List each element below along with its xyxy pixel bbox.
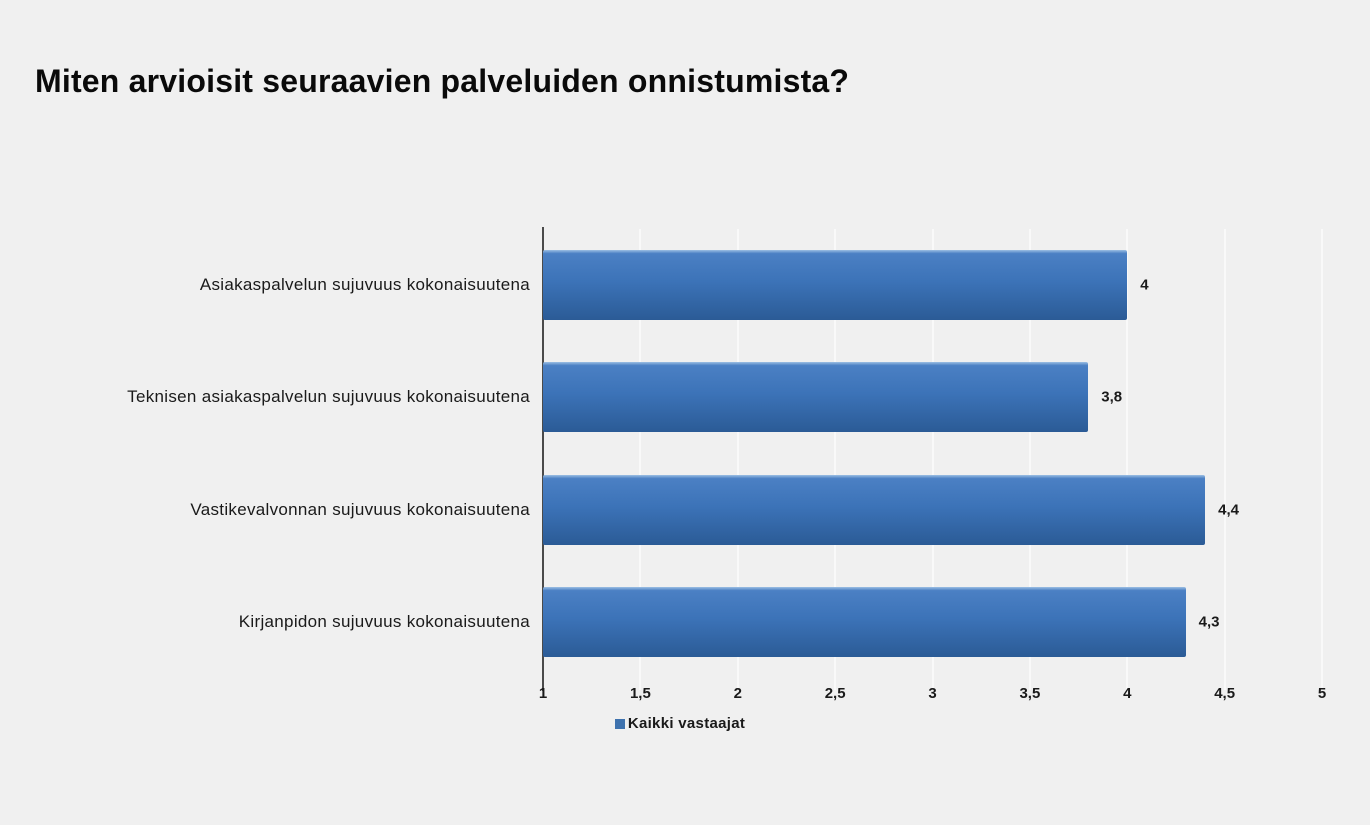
chart-title: Miten arvioisit seuraavien palveluiden o… <box>35 63 850 99</box>
gridline <box>1028 229 1031 690</box>
x-tick-label: 3 <box>928 685 937 702</box>
x-tick-label: 1,5 <box>629 685 651 702</box>
y-axis-line <box>542 227 544 691</box>
value-label: 4,4 <box>1218 501 1239 519</box>
value-label: 4,3 <box>1198 613 1220 631</box>
x-tick-label: 2,5 <box>824 685 846 702</box>
plot-area: Asiakaspalvelun sujuvuus kokonaisuutena 4… <box>127 227 1326 702</box>
value-label: 4 <box>1140 276 1149 294</box>
legend-swatch-icon <box>614 718 625 729</box>
category-label: Teknisen asiakaspalvelun sujuvuus kokona… <box>127 387 530 407</box>
bar <box>543 362 1089 433</box>
x-tick-label: 5 <box>1317 685 1327 702</box>
category-label: Asiakaspalvelun sujuvuus kokonaisuutena <box>199 275 530 295</box>
bar <box>543 474 1206 545</box>
gridline <box>1321 229 1323 690</box>
category-label: Vastikevalvonnan sujuvuus kokonaisuutena <box>190 499 530 519</box>
gridline <box>931 229 934 690</box>
gridline <box>639 229 642 690</box>
x-tick-label: 1 <box>538 685 548 702</box>
bar-row: Asiakaspalvelun sujuvuus kokonaisuutena 4 <box>200 229 1322 341</box>
value-label: 3,8 <box>1101 388 1123 406</box>
bar <box>543 250 1128 321</box>
bar-row: Vastikevalvonnan sujuvuus kokonaisuutena… <box>190 454 1322 566</box>
gridline <box>1126 229 1129 690</box>
legend-label: Kaikki vastaajat <box>627 715 746 732</box>
x-tick-label: 4,5 <box>1214 685 1236 702</box>
category-label: Kirjanpidon sujuvuus kokonaisuutena <box>238 611 530 631</box>
x-tick-label: 4 <box>1123 685 1132 702</box>
x-tick-label: 3,5 <box>1019 685 1041 702</box>
x-tick-label: 2 <box>733 685 742 702</box>
bar-row: Teknisen asiakaspalvelun sujuvuus kokona… <box>127 341 1322 453</box>
bar-row: Kirjanpidon sujuvuus kokonaisuutena 4,3 <box>239 566 1322 678</box>
gridline <box>1223 229 1226 690</box>
legend: Kaikki vastaajat <box>0 715 1360 732</box>
gridline <box>736 229 739 690</box>
bar <box>543 586 1186 657</box>
gridline <box>834 229 837 690</box>
